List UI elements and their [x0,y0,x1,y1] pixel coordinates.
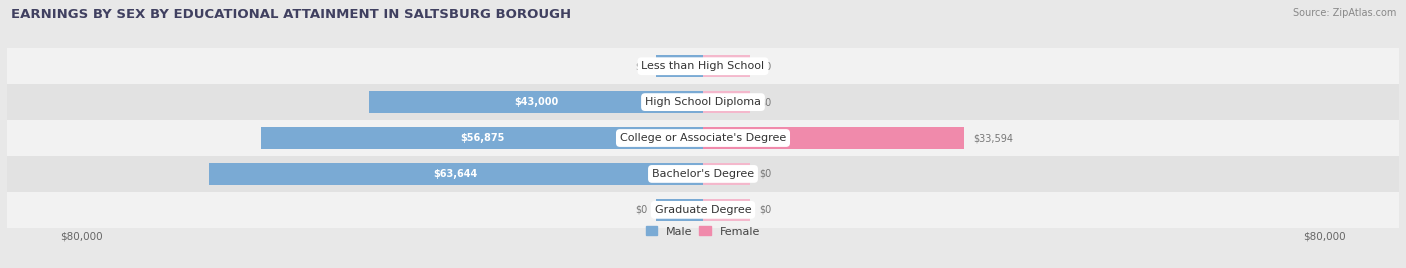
Bar [703,127,965,149]
Text: $0: $0 [636,61,647,71]
Text: $0: $0 [759,61,770,71]
Text: $0: $0 [759,169,770,179]
Bar [208,163,703,185]
Bar [0,48,1406,84]
Text: Source: ZipAtlas.com: Source: ZipAtlas.com [1292,8,1396,18]
Text: Less than High School: Less than High School [641,61,765,71]
Bar [0,192,1406,228]
Text: $33,594: $33,594 [973,133,1014,143]
Bar [368,91,703,113]
Bar [703,91,749,113]
Text: High School Diploma: High School Diploma [645,97,761,107]
Bar [703,55,749,77]
Text: College or Associate's Degree: College or Associate's Degree [620,133,786,143]
Text: $0: $0 [759,97,770,107]
Text: $63,644: $63,644 [433,169,478,179]
Legend: Male, Female: Male, Female [647,226,759,237]
Bar [0,156,1406,192]
Text: $56,875: $56,875 [460,133,505,143]
Bar [657,199,703,221]
Bar [703,199,749,221]
Text: $0: $0 [636,205,647,215]
Text: Bachelor's Degree: Bachelor's Degree [652,169,754,179]
Bar [262,127,703,149]
Bar [703,163,749,185]
Text: $0: $0 [759,205,770,215]
Text: $43,000: $43,000 [513,97,558,107]
Bar [0,84,1406,120]
Text: EARNINGS BY SEX BY EDUCATIONAL ATTAINMENT IN SALTSBURG BOROUGH: EARNINGS BY SEX BY EDUCATIONAL ATTAINMEN… [11,8,571,21]
Text: Graduate Degree: Graduate Degree [655,205,751,215]
Bar [657,55,703,77]
Bar [0,120,1406,156]
